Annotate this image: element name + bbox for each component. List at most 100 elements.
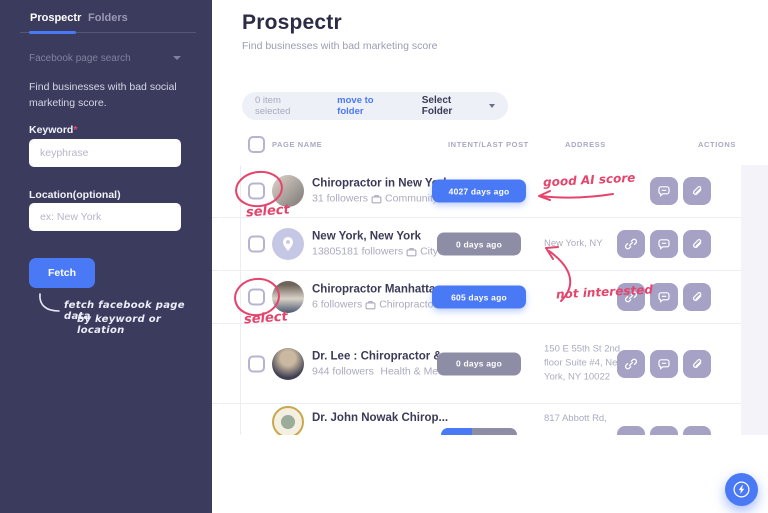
- attach-button[interactable]: [683, 230, 711, 258]
- row-checkbox[interactable]: [248, 288, 265, 306]
- page-name: Chiropractor in New York: [312, 177, 450, 190]
- intent-badge: 605 days ago: [432, 285, 526, 309]
- chevron-down-icon: [489, 104, 495, 108]
- sidebar-note-line1: fetch facebook page data: [64, 300, 185, 322]
- followers-count: 6 followers: [312, 298, 363, 311]
- attach-button[interactable]: [683, 426, 711, 435]
- paperclip-icon: [693, 186, 702, 195]
- select-annotation: select: [243, 309, 289, 328]
- required-asterisk: *: [73, 124, 78, 136]
- attach-button[interactable]: [683, 177, 711, 205]
- results-table: Chiropractor in New York 31 followers Co…: [212, 165, 768, 435]
- chat-button[interactable]: [650, 230, 678, 258]
- page-meta: 944 followers Health & Med: [312, 365, 444, 377]
- keyword-input[interactable]: [29, 139, 181, 167]
- link-button[interactable]: [617, 230, 645, 258]
- attach-button[interactable]: [683, 349, 711, 378]
- link-icon: [624, 358, 638, 369]
- category-label: Health & Med: [380, 365, 444, 377]
- table-row: New York, New York 13805181 followers Ci…: [212, 218, 741, 271]
- address: New York, NY: [544, 237, 603, 249]
- page-meta: 13805181 followers City: [312, 246, 444, 258]
- move-to-folder-button[interactable]: move to folder: [337, 95, 374, 117]
- page-name: New York, New York: [312, 230, 422, 243]
- briefcase-icon: [376, 370, 378, 372]
- page-meta: 6 followers Chiropractor: [312, 299, 444, 311]
- column-header-page-name: PAGE NAME: [272, 140, 323, 149]
- row-checkbox[interactable]: [248, 182, 265, 200]
- sidebar-note-line2: by keyword or location: [77, 314, 162, 336]
- paperclip-icon: [693, 358, 702, 368]
- category-label: City: [420, 245, 439, 258]
- chat-icon: [658, 186, 670, 197]
- search-type-dropdown[interactable]: Facebook page search: [29, 53, 181, 64]
- intent-badge-clipped: [441, 428, 517, 435]
- chat-button[interactable]: [650, 283, 678, 311]
- selection-toolbar: 0 item selected move to folder Select Fo…: [242, 92, 508, 120]
- row-checkbox[interactable]: [248, 355, 265, 372]
- paperclip-icon: [693, 239, 702, 248]
- sidebar-tab-folders[interactable]: Folders: [88, 12, 128, 24]
- chat-icon: [658, 239, 670, 250]
- sidebar-tab-prospectr[interactable]: Prospectr: [30, 12, 82, 24]
- folder-select-dropdown[interactable]: Select Folder: [422, 95, 495, 117]
- chat-icon: [658, 358, 670, 370]
- intent-badge: 0 days ago: [437, 232, 521, 256]
- page-subtitle: Find businesses with bad marketing score: [242, 40, 438, 52]
- select-all-checkbox[interactable]: [248, 136, 265, 153]
- table-row: Chiropractor Manhatta... 6 followers Chi…: [212, 271, 741, 324]
- avatar: [272, 406, 304, 435]
- row-actions: [617, 426, 711, 435]
- avatar: [272, 347, 304, 380]
- category-label: Community: [385, 192, 439, 205]
- page-meta: 31 followers Community: [312, 193, 444, 205]
- main-content: Prospectr Find businesses with bad marke…: [212, 0, 768, 513]
- table-row: Dr. John Nowak Chirop... 817 Abbott Rd,: [212, 404, 741, 435]
- link-button[interactable]: [617, 426, 645, 435]
- sidebar: Prospectr Folders Facebook page search F…: [0, 0, 212, 513]
- row-actions: [617, 283, 711, 311]
- link-button[interactable]: [617, 283, 645, 311]
- briefcase-icon: [365, 300, 376, 309]
- location-label: Location(optional): [29, 189, 121, 201]
- location-input[interactable]: [29, 203, 181, 231]
- link-icon: [624, 238, 638, 250]
- chat-button[interactable]: [650, 349, 678, 378]
- chevron-down-icon: [173, 56, 181, 60]
- page-name: Chiropractor Manhatta...: [312, 283, 445, 296]
- select-annotation: select: [245, 202, 291, 221]
- page-name: Dr. Lee : Chiropractor &...: [312, 350, 452, 362]
- boost-fab-button[interactable]: [725, 473, 758, 506]
- paperclip-icon: [693, 292, 702, 301]
- column-header-address: ADDRESS: [565, 140, 606, 149]
- table-row: Dr. Lee : Chiropractor &... 944 follower…: [212, 324, 741, 404]
- row-checkbox[interactable]: [248, 235, 265, 253]
- row-actions: [650, 177, 711, 205]
- active-tab-indicator: [29, 31, 76, 34]
- location-pin-icon: [283, 237, 293, 251]
- briefcase-icon: [371, 194, 382, 203]
- followers-count: 944 followers: [312, 365, 374, 377]
- chat-button[interactable]: [650, 177, 678, 205]
- followers-count: 13805181 followers: [312, 245, 404, 258]
- address: 150 E 55th St 2nd floor Suite #4, New Yo…: [544, 343, 625, 383]
- column-header-actions: ACTIONS: [698, 140, 736, 149]
- search-type-label: Facebook page search: [29, 53, 131, 64]
- link-icon: [624, 291, 638, 303]
- avatar: [272, 281, 304, 313]
- page-title: Prospectr: [242, 11, 342, 34]
- attach-button[interactable]: [683, 283, 711, 311]
- address: 817 Abbott Rd,: [544, 413, 607, 424]
- tab-divider: [20, 32, 196, 33]
- followers-count: 31 followers: [312, 192, 369, 205]
- chat-button[interactable]: [650, 426, 678, 435]
- briefcase-icon: [406, 247, 417, 256]
- lightning-bolt-icon: [733, 481, 750, 498]
- avatar: [272, 228, 304, 260]
- link-button[interactable]: [617, 349, 645, 378]
- intent-badge: 0 days ago: [437, 352, 521, 375]
- keyword-label: Keyword*: [29, 124, 78, 136]
- fetch-button[interactable]: Fetch: [29, 258, 95, 288]
- scroll-gutter: [741, 165, 768, 435]
